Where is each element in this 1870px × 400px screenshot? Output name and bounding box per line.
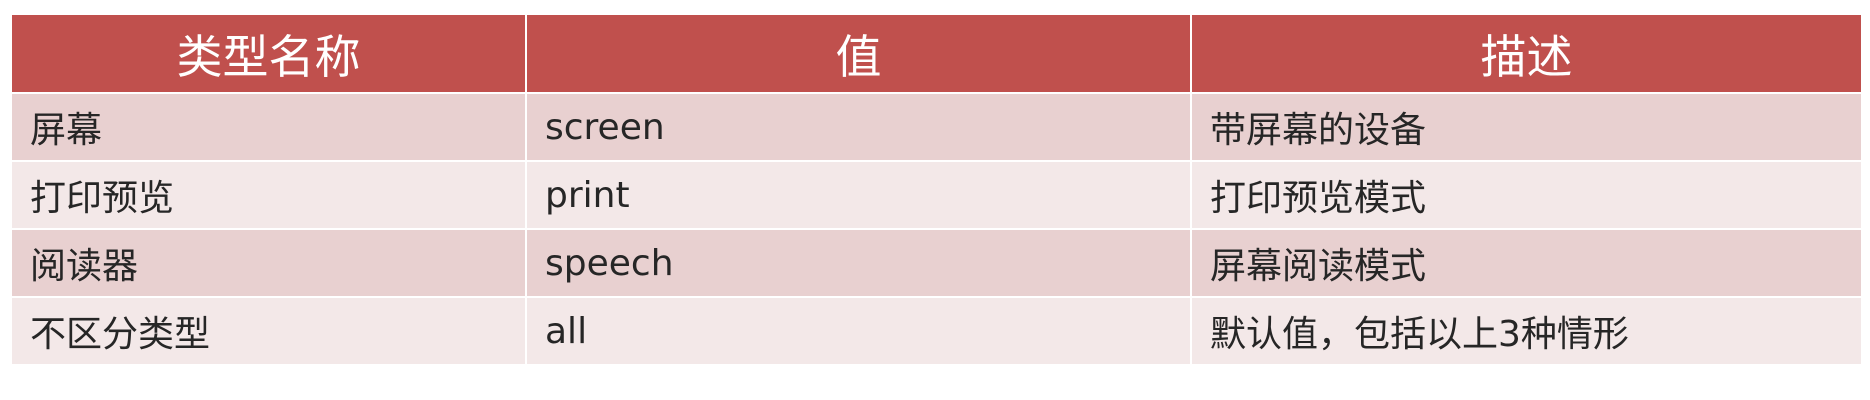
header-type-name: 类型名称 [12,15,525,92]
header-description: 描述 [1192,15,1861,92]
cell-type-name: 不区分类型 [12,298,525,364]
cell-description: 默认值，包括以上3种情形 [1192,298,1861,364]
cell-value: all [527,298,1190,364]
header-value: 值 [527,15,1190,92]
cell-type-name: 阅读器 [12,230,525,296]
cell-description: 带屏幕的设备 [1192,94,1861,160]
media-type-table: 类型名称 值 描述 屏幕 screen 带屏幕的设备 打印预览 print 打印… [10,13,1863,366]
media-type-table-container: 类型名称 值 描述 屏幕 screen 带屏幕的设备 打印预览 print 打印… [10,13,1861,366]
cell-description: 屏幕阅读模式 [1192,230,1861,296]
cell-type-name: 屏幕 [12,94,525,160]
table-row: 屏幕 screen 带屏幕的设备 [12,94,1861,160]
cell-type-name: 打印预览 [12,162,525,228]
cell-value: screen [527,94,1190,160]
table-header-row: 类型名称 值 描述 [12,15,1861,92]
cell-description: 打印预览模式 [1192,162,1861,228]
table-row: 打印预览 print 打印预览模式 [12,162,1861,228]
cell-value: print [527,162,1190,228]
cell-value: speech [527,230,1190,296]
table-row: 阅读器 speech 屏幕阅读模式 [12,230,1861,296]
table-row: 不区分类型 all 默认值，包括以上3种情形 [12,298,1861,364]
